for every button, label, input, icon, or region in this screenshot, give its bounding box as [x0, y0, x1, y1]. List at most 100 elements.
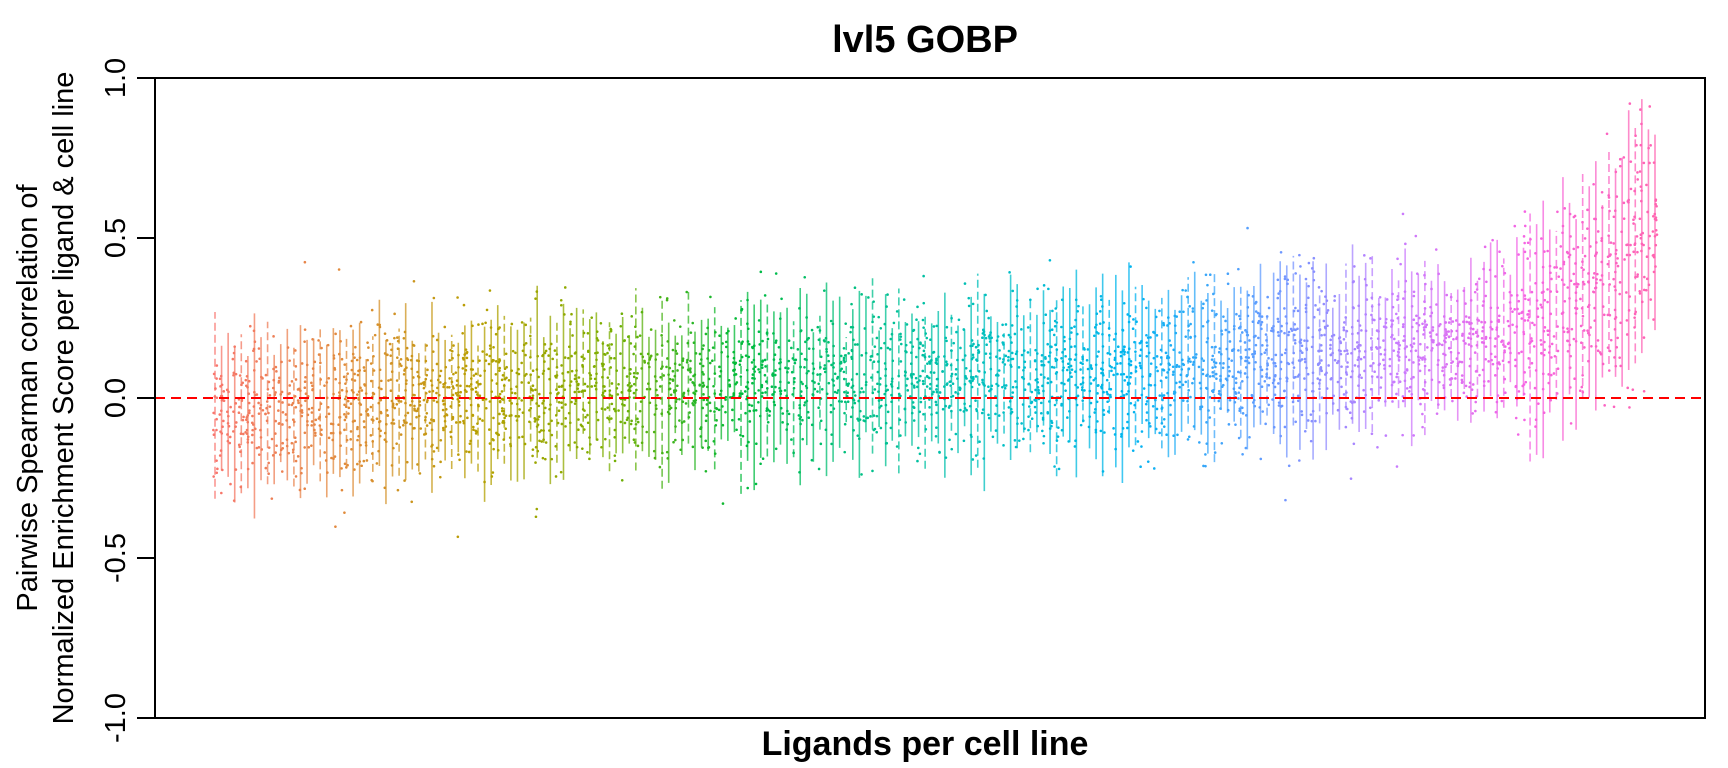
data-point — [1370, 432, 1374, 436]
data-point — [1097, 350, 1100, 353]
data-point — [465, 409, 468, 413]
data-point — [297, 401, 300, 405]
data-point — [446, 385, 449, 389]
data-point — [781, 421, 784, 424]
data-point — [1423, 388, 1426, 392]
data-point — [985, 309, 989, 313]
data-point — [873, 345, 877, 348]
data-point — [307, 445, 311, 449]
data-point — [1287, 362, 1291, 366]
data-point — [1530, 290, 1534, 294]
data-point — [303, 328, 307, 331]
data-point — [560, 406, 564, 409]
data-point — [1412, 361, 1415, 364]
data-point — [583, 409, 586, 412]
data-point — [1596, 272, 1599, 276]
data-point — [1079, 368, 1082, 371]
data-point — [1415, 314, 1418, 318]
data-point — [1277, 320, 1280, 323]
data-point — [817, 467, 821, 471]
data-point — [1083, 389, 1086, 392]
data-point — [1631, 388, 1635, 391]
data-point — [606, 406, 609, 409]
data-point — [485, 353, 489, 356]
data-point — [215, 471, 219, 475]
data-point — [1578, 389, 1582, 393]
y-tick-label: 1.0 — [100, 58, 132, 98]
data-point — [362, 459, 366, 463]
data-point — [998, 357, 1002, 360]
data-point — [1191, 307, 1195, 310]
data-point — [1435, 412, 1439, 415]
data-point — [1480, 320, 1483, 324]
data-point — [1026, 326, 1030, 329]
data-point — [1526, 319, 1530, 322]
data-point — [829, 410, 833, 414]
data-point — [1164, 376, 1168, 379]
data-point — [590, 316, 594, 319]
data-point — [1175, 315, 1179, 318]
data-point — [1452, 337, 1455, 341]
data-point — [748, 420, 752, 423]
data-point — [842, 346, 846, 350]
data-point — [586, 332, 590, 335]
data-point — [356, 425, 359, 429]
data-point — [1407, 358, 1411, 362]
data-point — [712, 384, 715, 388]
data-point — [860, 354, 864, 357]
data-point — [296, 455, 300, 458]
data-point — [1546, 249, 1549, 253]
data-point — [494, 359, 498, 363]
data-point — [1368, 406, 1372, 410]
data-point — [498, 366, 502, 370]
data-point — [1002, 444, 1005, 447]
data-point — [922, 301, 926, 305]
data-point — [1609, 241, 1613, 244]
data-point — [1184, 335, 1188, 338]
data-point — [1471, 383, 1475, 386]
data-point — [1402, 323, 1405, 326]
data-point — [1300, 410, 1304, 413]
data-point — [212, 428, 215, 432]
data-point — [363, 425, 366, 429]
data-point — [638, 409, 642, 413]
data-point — [1096, 384, 1100, 387]
data-point — [538, 439, 541, 443]
data-point — [816, 373, 819, 376]
data-point — [819, 419, 823, 423]
data-point — [498, 369, 501, 372]
data-point — [961, 358, 965, 362]
data-point — [877, 315, 881, 319]
data-point — [1227, 330, 1231, 334]
data-point — [1465, 320, 1469, 324]
data-point — [1296, 375, 1300, 378]
data-point — [1265, 344, 1269, 347]
data-point — [410, 500, 414, 504]
data-point — [1477, 277, 1481, 281]
data-point — [1320, 349, 1323, 353]
data-point — [850, 302, 853, 306]
data-point — [1228, 398, 1232, 402]
data-point — [290, 403, 294, 407]
data-point — [500, 378, 504, 382]
data-point — [606, 376, 610, 379]
data-point — [1260, 375, 1264, 378]
data-point — [573, 402, 577, 405]
data-point — [487, 362, 491, 366]
data-point — [1211, 374, 1215, 378]
data-point — [658, 465, 662, 469]
data-point — [1633, 243, 1637, 246]
data-point — [783, 389, 787, 392]
data-point — [1260, 315, 1264, 318]
data-point — [1126, 426, 1129, 430]
data-point — [494, 373, 498, 376]
data-point — [1013, 439, 1017, 442]
data-point — [1109, 387, 1113, 391]
data-point — [310, 444, 313, 447]
data-point — [1237, 397, 1240, 400]
data-point — [843, 390, 846, 394]
data-point — [980, 411, 984, 415]
data-point — [945, 383, 949, 386]
data-point — [1254, 343, 1258, 347]
data-point — [303, 446, 306, 449]
